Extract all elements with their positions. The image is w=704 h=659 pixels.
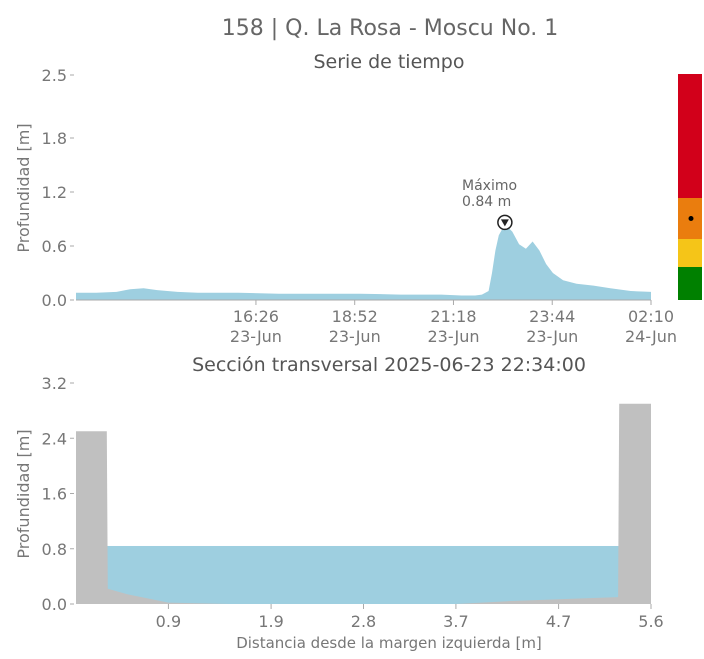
time-series-xtick-time: 23:44	[529, 307, 575, 326]
cross-section-xlabel: Distancia desde la margen izquierda [m]	[236, 634, 542, 652]
cross-section-xtick-label: 1.9	[258, 612, 283, 631]
alert-level-red	[678, 74, 702, 198]
time-series-xtick-time: 02:10	[628, 307, 674, 326]
alert-level-bar	[678, 74, 702, 300]
time-series-xtick-date: 23-Jun	[427, 327, 479, 346]
cross-section-xtick-label: 3.7	[443, 612, 468, 631]
time-series-chart: Serie de tiempo Profundidad [m] 0.0 0.6 1.…	[14, 51, 677, 346]
cross-section-xtick-label: 2.8	[351, 612, 376, 631]
time-series-area	[76, 224, 651, 300]
time-series-ytick-label: 1.2	[42, 183, 67, 202]
cross-section-ytick-label: 2.4	[42, 429, 67, 448]
time-series-xtick-time: 16:26	[233, 307, 279, 326]
cross-section-ytick-label: 0.0	[42, 595, 67, 614]
time-series-title: Serie de tiempo	[314, 51, 465, 73]
alert-level-green	[678, 267, 702, 300]
maximum-label: Máximo	[462, 178, 517, 194]
time-series-xtick-time: 21:18	[430, 307, 476, 326]
cross-section-chart: Sección transversal 2025-06-23 22:34:00 …	[14, 354, 664, 652]
cross-section-ytick-label: 3.2	[42, 374, 67, 393]
cross-section-xtick-label: 0.9	[156, 612, 181, 631]
cross-section-xtick-label: 4.7	[546, 612, 571, 631]
time-series-xtick-date: 23-Jun	[526, 327, 578, 346]
time-series-xtick-date: 24-Jun	[625, 327, 677, 346]
time-series-ylabel: Profundidad [m]	[14, 123, 33, 252]
time-series-ytick-label: 2.5	[42, 66, 67, 85]
time-series-xtick-date: 23-Jun	[230, 327, 282, 346]
maximum-marker-arrow	[500, 219, 509, 227]
time-series-ytick-label: 0.0	[42, 291, 67, 310]
maximum-value-label: 0.84 m	[462, 194, 511, 210]
time-series-xtick-date: 23-Jun	[329, 327, 381, 346]
current-level-marker	[688, 216, 694, 221]
cross-section-ytick-label: 1.6	[42, 485, 67, 504]
cross-section-xtick-label: 5.6	[638, 612, 663, 631]
time-series-ytick-label: 0.6	[42, 237, 67, 256]
water-area	[76, 545, 651, 604]
cross-section-ytick-label: 0.8	[42, 540, 67, 559]
time-series-ytick-label: 1.8	[42, 129, 67, 148]
figure-title: 158 | Q. La Rosa - Moscu No. 1	[222, 16, 559, 41]
alert-level-yellow	[678, 239, 702, 267]
cross-section-ylabel: Profundidad [m]	[14, 429, 33, 558]
cross-section-title: Sección transversal 2025-06-23 22:34:00	[192, 354, 586, 376]
time-series-xtick-time: 18:52	[332, 307, 378, 326]
